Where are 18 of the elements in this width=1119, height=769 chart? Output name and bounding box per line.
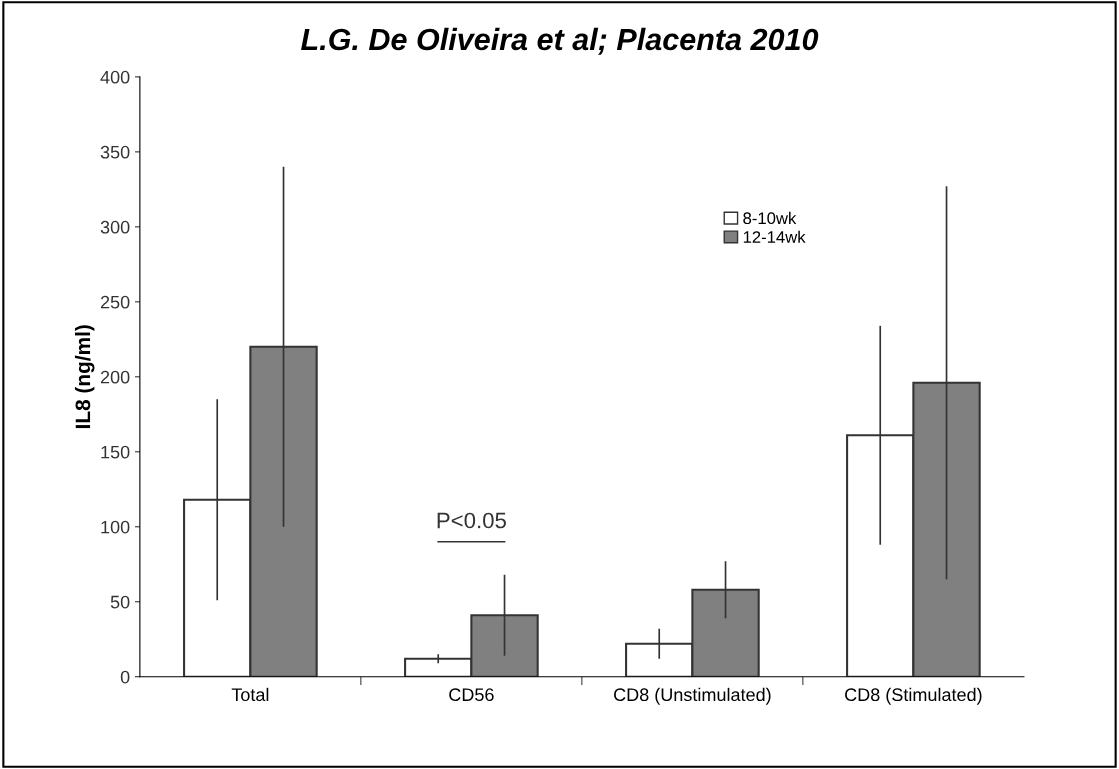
y-axis-title: IL8 (ng/ml) xyxy=(74,325,95,429)
y-tick-label: 250 xyxy=(100,295,130,309)
y-tick-label: 300 xyxy=(100,220,130,234)
y-tick-label: 400 xyxy=(100,70,130,84)
x-tick-label: CD56 xyxy=(449,688,494,702)
chart-title: L.G. De Oliveira et al; Placenta 2010 xyxy=(301,27,819,55)
y-tick-label: 100 xyxy=(101,520,130,534)
annotation: P<0.05 xyxy=(437,512,506,529)
y-tick-label: 50 xyxy=(110,595,130,609)
y-tick-label: 150 xyxy=(101,445,130,459)
y-tick-label: 200 xyxy=(100,370,130,384)
x-tick-label: CD8 (Stimulated) xyxy=(845,687,982,705)
x-tick-label: Total xyxy=(231,687,269,702)
y-tick-label: 350 xyxy=(100,145,130,159)
legend-label: 12-14wk xyxy=(743,230,806,243)
x-tick-label: CD8 (Unstimulated) xyxy=(614,687,771,705)
legend-label: 8-10wk xyxy=(743,211,797,225)
y-tick-label: 0 xyxy=(120,670,130,684)
